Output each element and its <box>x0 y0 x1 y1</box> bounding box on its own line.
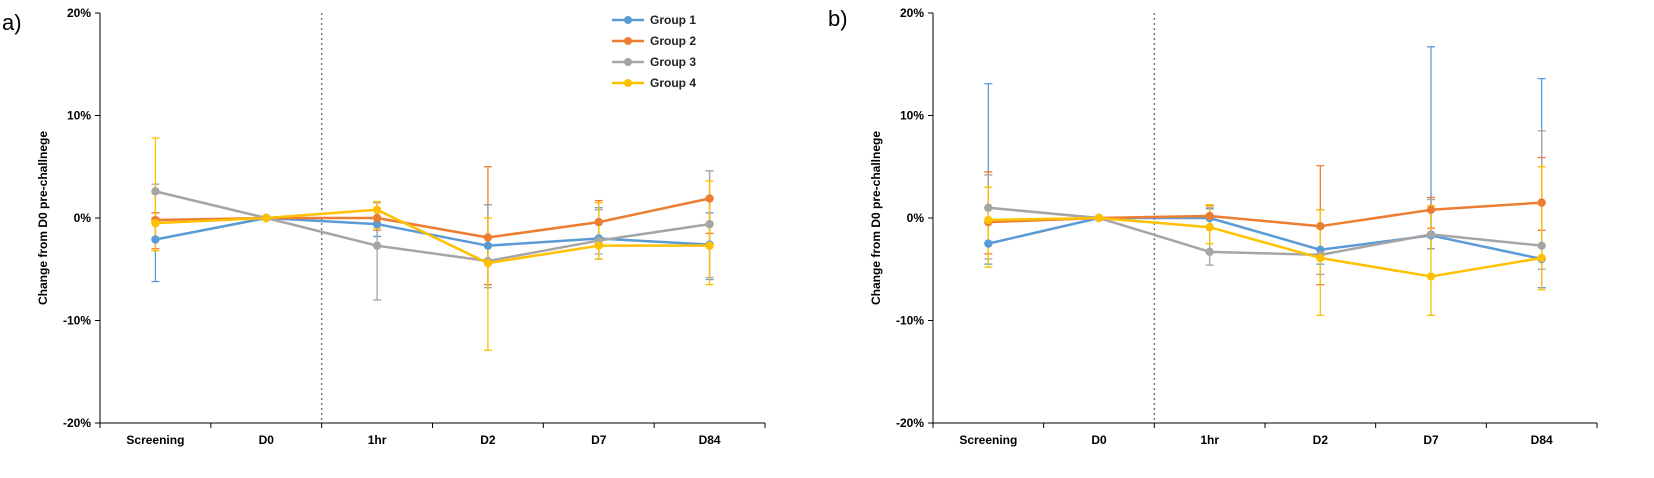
series-line-group-3 <box>988 206 1542 257</box>
y-tick-label: 10% <box>67 109 91 123</box>
legend-item-group-1: Group 1 <box>612 13 696 27</box>
data-point-group-2 <box>1316 222 1325 231</box>
y-tick-label: 20% <box>900 6 924 20</box>
data-point-group-4 <box>594 241 603 250</box>
legend-label-group-1: Group 1 <box>650 13 696 27</box>
data-point-group-2 <box>1205 211 1214 221</box>
data-point-group-1 <box>151 235 160 244</box>
legend-item-group-2: Group 2 <box>612 34 696 48</box>
x-tick-label: D7 <box>591 433 607 447</box>
panel-b: b) Change from D0 pre-challnege -20% -10%… <box>828 6 1598 447</box>
data-point-group-4 <box>1094 213 1104 223</box>
y-axis-label-b: Change from D0 pre-challnege <box>869 131 883 305</box>
data-point-group-4 <box>483 258 493 268</box>
legend-item-group-4: Group 4 <box>612 76 696 90</box>
legend-swatch-marker <box>624 16 632 24</box>
legend-label-group-4: Group 4 <box>650 76 696 90</box>
plot-area-a: -20% -10% 0% 10% 20% Screening D0 1hr D2 D7 D84 <box>63 6 766 447</box>
x-tick-label: D2 <box>1313 433 1329 447</box>
x-tick-label: D84 <box>1531 433 1553 447</box>
data-point-group-2 <box>705 194 714 203</box>
x-tick-label: Screening <box>126 433 184 447</box>
data-point-group-4 <box>1205 223 1214 232</box>
series-line-group-2 <box>155 197 710 239</box>
data-point-group-4 <box>1316 253 1325 263</box>
legend: Group 1 Group 2 Group 3 Group 4 <box>612 13 696 90</box>
data-point-group-2 <box>483 233 493 242</box>
data-point-group-3 <box>1426 230 1436 239</box>
data-point-group-3 <box>705 219 714 229</box>
series-line-group-3 <box>155 190 710 263</box>
x-tick-label: D84 <box>699 433 721 447</box>
data-point-group-1 <box>483 241 493 250</box>
data-point-group-2 <box>1537 198 1546 207</box>
data-point-group-4 <box>151 218 160 228</box>
y-tick-label: -20% <box>896 416 924 430</box>
data-point-group-4 <box>705 241 714 250</box>
y-tick-label: 0% <box>74 211 92 225</box>
series-line-group-4 <box>988 216 1542 278</box>
x-tick-label: D7 <box>1423 433 1439 447</box>
x-tick-label: D0 <box>1091 433 1107 447</box>
x-tick-label: Screening <box>959 433 1017 447</box>
y-tick-label: -10% <box>63 314 91 328</box>
data-point-group-4 <box>372 205 382 214</box>
series-line-group-1 <box>988 216 1542 261</box>
panel-a: a) Change from D0 pre-challnege -20% -10%… <box>2 6 766 447</box>
data-point-group-2 <box>1426 205 1436 214</box>
y-tick-label: 10% <box>900 109 924 123</box>
y-tick-label: 20% <box>67 6 91 20</box>
data-point-group-3 <box>372 241 382 250</box>
data-point-group-2 <box>372 213 382 223</box>
y-axis-label-a: Change from D0 pre-challnege <box>36 131 50 305</box>
legend-swatch-marker <box>624 58 632 66</box>
data-point-group-3 <box>1537 241 1546 250</box>
x-tick-label: D2 <box>480 433 496 447</box>
legend-swatch-marker <box>624 79 632 87</box>
legend-item-group-3: Group 3 <box>612 55 696 69</box>
data-point-group-3 <box>1205 247 1214 257</box>
y-tick-label: -20% <box>63 416 91 430</box>
data-point-group-3 <box>151 187 160 196</box>
legend-label-group-2: Group 2 <box>650 34 696 48</box>
series-line-group-4 <box>155 208 710 265</box>
y-tick-label: -10% <box>896 314 924 328</box>
x-tick-label: 1hr <box>1200 433 1219 447</box>
data-point-group-4 <box>984 215 993 225</box>
data-point-group-4 <box>1537 253 1546 263</box>
data-point-group-3 <box>984 203 993 212</box>
legend-label-group-3: Group 3 <box>650 55 696 69</box>
data-point-group-4 <box>1426 272 1436 281</box>
x-tick-label: 1hr <box>368 433 387 447</box>
y-tick-label: 0% <box>907 211 925 225</box>
data-point-group-2 <box>594 217 603 227</box>
data-point-group-4 <box>262 213 271 223</box>
data-point-group-1 <box>984 239 993 248</box>
panel-label-b: b) <box>828 6 848 31</box>
series-line-group-1 <box>155 216 710 247</box>
data-point-group-1 <box>372 219 382 229</box>
legend-swatch-marker <box>624 37 632 45</box>
x-tick-label: D0 <box>259 433 275 447</box>
panel-label-a: a) <box>2 10 22 35</box>
plot-area-b: -20% -10% 0% 10% 20% Screening D0 1hr D2 D7 D84 <box>896 6 1598 447</box>
